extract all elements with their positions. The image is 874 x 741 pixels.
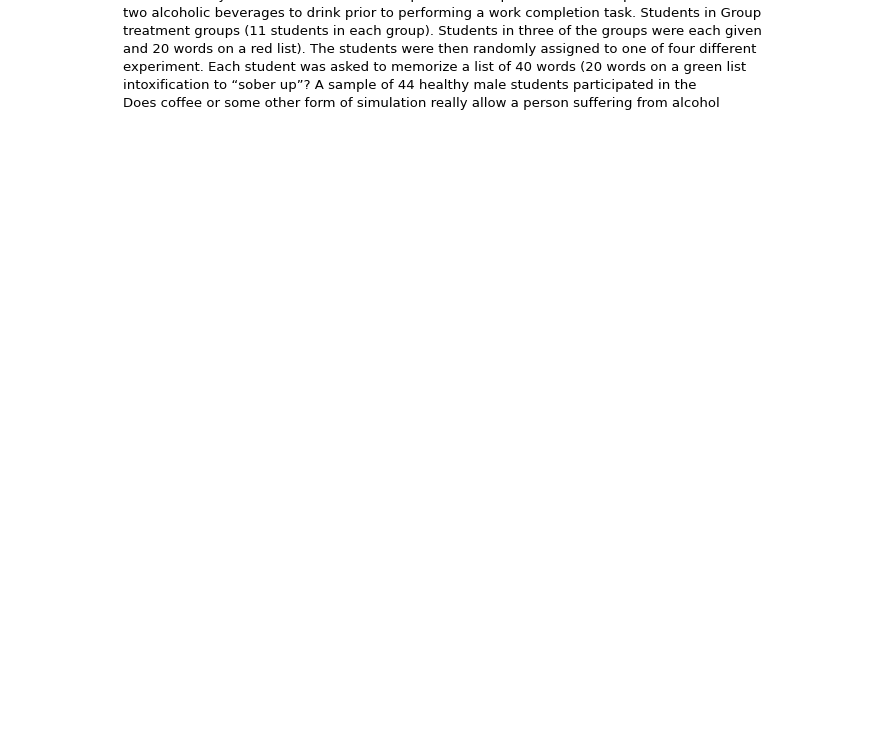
Text: and 20 words on a red list). The students were then randomly assigned to one of : and 20 words on a red list). The student… (123, 43, 757, 56)
Text: two alcoholic beverages to drink prior to performing a work completion task. Stu: two alcoholic beverages to drink prior t… (123, 7, 761, 20)
Text: treatment groups (11 students in each group). Students in three of the groups we: treatment groups (11 students in each gr… (123, 25, 762, 38)
Text: Does coffee or some other form of simulation really allow a person suffering fro: Does coffee or some other form of simula… (123, 96, 720, 110)
Text: experiment. Each student was asked to memorize a list of 40 words (20 words on a: experiment. Each student was asked to me… (123, 61, 746, 74)
Text: A received only the alcoholic drinks. Participants in Group AC had caffeine powd: A received only the alcoholic drinks. Pa… (123, 0, 756, 2)
Text: intoxification to “sober up”? A sample of 44 healthy male students participated : intoxification to “sober up”? A sample o… (123, 79, 697, 92)
